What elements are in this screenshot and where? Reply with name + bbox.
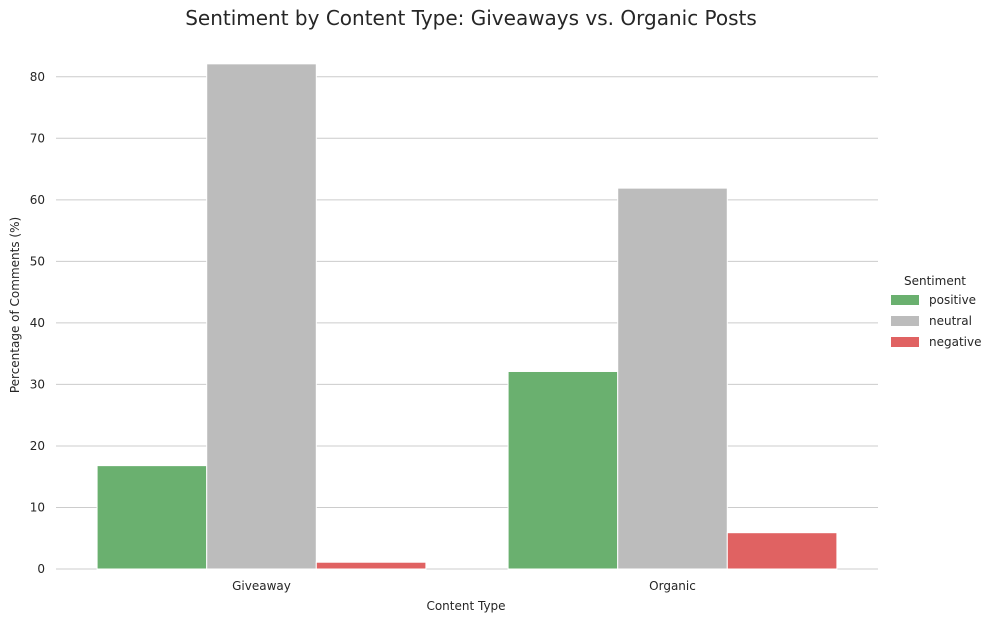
legend-title: Sentiment	[904, 274, 966, 288]
y-tick-label: 70	[30, 131, 45, 145]
y-axis-label: Percentage of Comments (%)	[8, 217, 22, 393]
legend-label-positive: positive	[929, 293, 976, 307]
legend-swatch-negative	[891, 337, 919, 347]
bar-organic-neutral	[617, 187, 728, 570]
x-axis-label: Content Type	[426, 599, 505, 613]
legend-label-neutral: neutral	[929, 314, 972, 328]
bar-giveaway-negative	[315, 561, 427, 570]
x-tick-label: Organic	[649, 579, 696, 593]
bars	[96, 63, 838, 570]
legend-swatch-positive	[891, 295, 919, 305]
y-axis-ticks: 0 10 20 30 40 50 60 70 80	[30, 70, 45, 576]
legend: Sentiment positive neutral negative	[891, 274, 981, 349]
y-tick-label: 10	[30, 500, 45, 514]
legend-label-negative: negative	[929, 335, 981, 349]
x-tick-label: Giveaway	[232, 579, 291, 593]
y-tick-label: 60	[30, 193, 45, 207]
y-tick-label: 30	[30, 377, 45, 391]
bar-organic-positive	[507, 370, 619, 570]
bar-giveaway-positive	[96, 465, 208, 570]
y-tick-label: 40	[30, 316, 45, 330]
y-tick-label: 80	[30, 70, 45, 84]
legend-swatch-neutral	[891, 316, 919, 326]
y-tick-label: 20	[30, 439, 45, 453]
x-axis-ticks: Giveaway Organic	[232, 579, 696, 593]
y-tick-label: 50	[30, 254, 45, 268]
y-tick-label: 0	[37, 562, 45, 576]
chart-title: Sentiment by Content Type: Giveaways vs.…	[185, 6, 757, 30]
bar-giveaway-neutral	[206, 63, 317, 570]
bar-organic-negative	[726, 532, 838, 570]
